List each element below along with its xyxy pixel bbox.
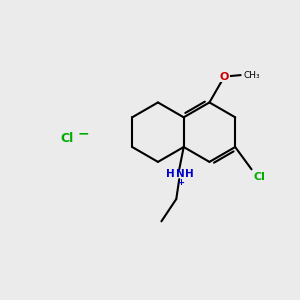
Text: Cl: Cl bbox=[60, 132, 74, 145]
Text: N: N bbox=[176, 169, 184, 179]
Text: Cl: Cl bbox=[253, 172, 265, 182]
Text: H: H bbox=[185, 169, 194, 179]
Text: H: H bbox=[166, 169, 175, 179]
Text: O: O bbox=[220, 72, 229, 82]
Text: +: + bbox=[177, 178, 184, 187]
Text: −: − bbox=[77, 127, 89, 141]
Text: CH₃: CH₃ bbox=[243, 70, 260, 80]
